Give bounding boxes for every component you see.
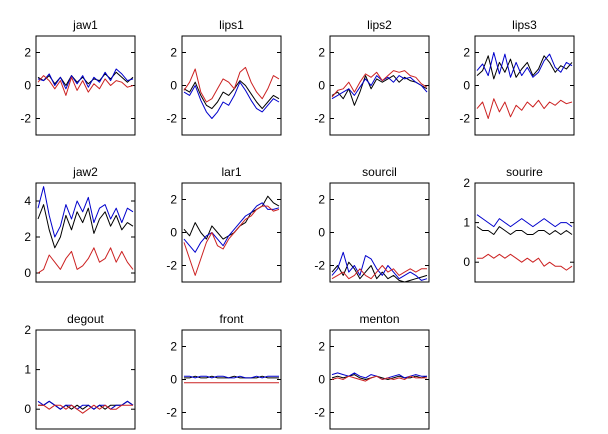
y-tick-label: 0 xyxy=(24,79,31,93)
y-tick-label: 2 xyxy=(170,340,177,354)
y-tick-label: 1 xyxy=(463,216,470,230)
series-line xyxy=(37,75,134,96)
y-tick-label: 0 xyxy=(24,402,31,416)
panel-jaw2: jaw2 4 2 0 xyxy=(24,165,136,283)
y-tick-label: 0 xyxy=(318,373,325,387)
series-line xyxy=(331,75,428,100)
y-tick-label: 0 xyxy=(170,373,177,387)
series-line xyxy=(183,80,280,110)
panel-menton: menton 2 0 -2 xyxy=(314,312,430,430)
series-line xyxy=(183,205,280,276)
plot-frame xyxy=(35,329,136,430)
panel-grid: jaw1 2 0 -2 lips1 2 0 -2 lips2 2 0 -2 lips3 2 0 -2 jaw2 4… xyxy=(20,18,575,430)
plot-frame xyxy=(35,182,136,283)
y-tick-label: -2 xyxy=(314,112,325,126)
panel-title: menton xyxy=(359,312,399,326)
panel-title: lar1 xyxy=(221,165,241,179)
y-tick-label: -2 xyxy=(166,112,177,126)
y-tick-label: 2 xyxy=(463,176,470,190)
y-tick-label: 2 xyxy=(318,340,325,354)
panel-title: lips3 xyxy=(512,18,537,32)
y-tick-label: 0 xyxy=(170,79,177,93)
y-tick-label: 0 xyxy=(463,255,470,269)
y-tick-label: -2 xyxy=(166,259,177,273)
series-line xyxy=(331,75,428,106)
panel-title: lips1 xyxy=(219,18,244,32)
y-tick-label: 2 xyxy=(24,323,31,337)
y-tick-label: 4 xyxy=(24,194,31,208)
panel-lips2: lips2 2 0 -2 xyxy=(314,18,430,136)
panel-title: sourire xyxy=(506,165,543,179)
y-tick-label: 2 xyxy=(318,193,325,207)
y-tick-label: 2 xyxy=(170,46,177,60)
series-line xyxy=(476,55,573,80)
panel-title: sourcil xyxy=(362,165,397,179)
series-line xyxy=(476,52,573,78)
series-line xyxy=(184,375,279,379)
series-line xyxy=(476,214,573,228)
series-line xyxy=(476,226,573,235)
y-tick-label: 2 xyxy=(24,230,31,244)
plot-frame xyxy=(329,35,430,136)
series-line xyxy=(331,265,427,280)
series-line xyxy=(183,81,280,119)
y-tick-label: -2 xyxy=(20,112,31,126)
series-line xyxy=(331,261,428,283)
series-line xyxy=(37,400,134,410)
plot-frame xyxy=(329,329,430,430)
panel-sourire: sourire 2 1 0 xyxy=(463,165,575,283)
y-tick-label: -2 xyxy=(314,406,325,420)
plot-frame xyxy=(474,35,575,136)
panel-title: jaw1 xyxy=(72,18,98,32)
series-line xyxy=(184,375,279,379)
y-tick-label: -2 xyxy=(459,112,470,126)
y-tick-label: 2 xyxy=(463,46,470,60)
panel-lips3: lips3 2 0 -2 xyxy=(459,18,575,136)
panel-jaw1: jaw1 2 0 -2 xyxy=(20,18,136,136)
panel-title: lips2 xyxy=(367,18,392,32)
y-tick-label: 2 xyxy=(170,193,177,207)
series-line xyxy=(476,98,573,119)
series-line xyxy=(477,253,573,271)
y-tick-label: -2 xyxy=(166,406,177,420)
panel-title: front xyxy=(219,312,244,326)
y-tick-label: 0 xyxy=(318,226,325,240)
series-line xyxy=(37,186,134,238)
y-tick-label: 1 xyxy=(24,363,31,377)
series-line xyxy=(37,204,134,249)
series-line xyxy=(37,68,134,90)
plot-frame xyxy=(329,182,430,283)
y-tick-label: 2 xyxy=(318,46,325,60)
series-line xyxy=(38,404,133,414)
y-tick-label: 0 xyxy=(463,79,470,93)
series-line xyxy=(183,66,280,103)
panel-lips1: lips1 2 0 -2 xyxy=(166,18,282,136)
panel-front: front 2 0 -2 xyxy=(166,312,282,430)
y-tick-label: 0 xyxy=(318,79,325,93)
panel-title: jaw2 xyxy=(72,165,98,179)
panel-title: degout xyxy=(67,312,104,326)
y-tick-label: 2 xyxy=(24,46,31,60)
series-line xyxy=(331,375,427,382)
series-line xyxy=(37,247,134,274)
panel-sourcil: sourcil 2 0 -2 xyxy=(314,165,430,283)
series-line xyxy=(183,202,280,253)
series-line xyxy=(331,251,428,281)
panel-lar1: lar1 2 0 -2 xyxy=(166,165,282,283)
y-tick-label: 0 xyxy=(24,266,31,280)
y-tick-label: 0 xyxy=(170,226,177,240)
y-tick-label: -2 xyxy=(314,259,325,273)
plot-frame xyxy=(181,329,282,430)
series-line xyxy=(331,70,428,98)
panel-degout: degout 2 1 0 xyxy=(24,312,136,430)
